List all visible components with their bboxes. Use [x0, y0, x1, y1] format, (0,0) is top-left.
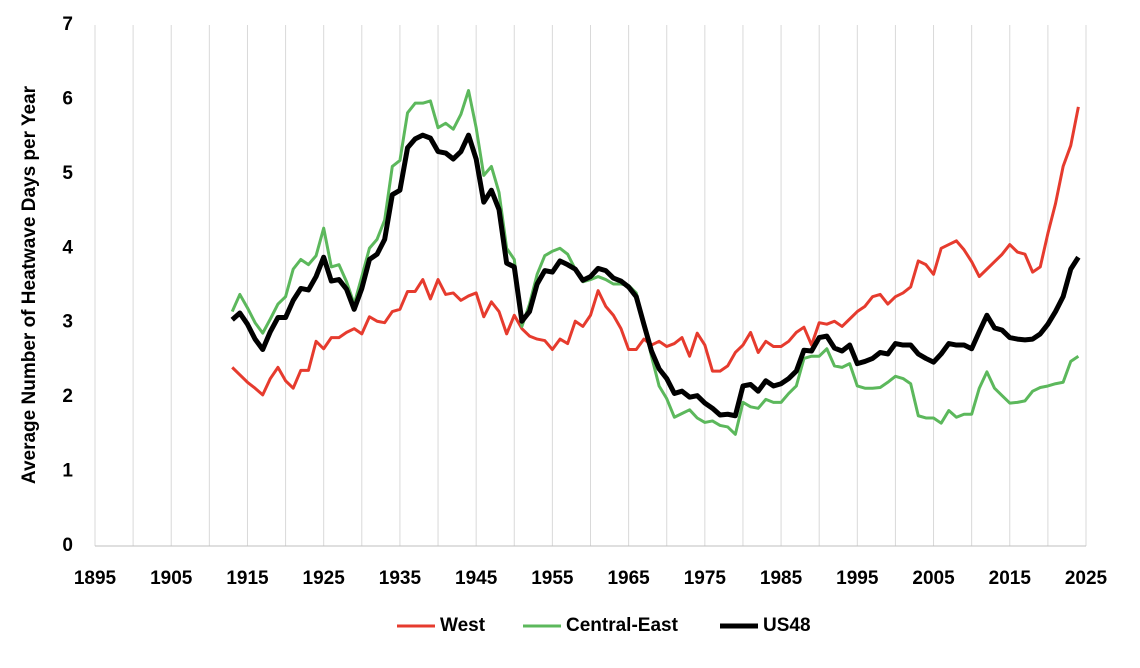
x-tick-label: 1965 — [607, 568, 650, 589]
x-tick-label: 2015 — [989, 568, 1032, 589]
x-tick-label: 1905 — [150, 568, 193, 589]
y-tick-label: 1 — [62, 461, 73, 482]
x-tick-label: 1925 — [303, 568, 346, 589]
y-axis-title: Average Number of Heatwave Days per Year — [19, 85, 40, 484]
y-tick-label: 7 — [62, 14, 73, 35]
x-tick-label: 2025 — [1065, 568, 1108, 589]
legend-label: West — [440, 615, 486, 636]
y-tick-label: 4 — [62, 237, 73, 258]
legend-label: US48 — [763, 615, 811, 636]
x-tick-label: 1995 — [836, 568, 879, 589]
series-line — [231, 106, 1080, 397]
x-tick-label: 1955 — [531, 568, 574, 589]
x-tick-label: 2005 — [912, 568, 955, 589]
series-line — [230, 132, 1081, 419]
y-tick-label: 6 — [62, 88, 73, 109]
x-tick-label: 1915 — [226, 568, 269, 589]
series-line — [230, 88, 1080, 436]
legend-label: Central-East — [566, 615, 679, 636]
x-tick-label: 1975 — [684, 568, 727, 589]
y-tick-label: 2 — [62, 386, 73, 407]
y-tick-label: 3 — [62, 312, 73, 333]
x-tick-label: 1895 — [74, 568, 117, 589]
y-tick-label: 5 — [62, 163, 73, 184]
x-tick-label: 1935 — [379, 568, 422, 589]
y-tick-label: 0 — [62, 535, 73, 556]
x-tick-label: 1985 — [760, 568, 803, 589]
x-tick-label: 1945 — [455, 568, 498, 589]
